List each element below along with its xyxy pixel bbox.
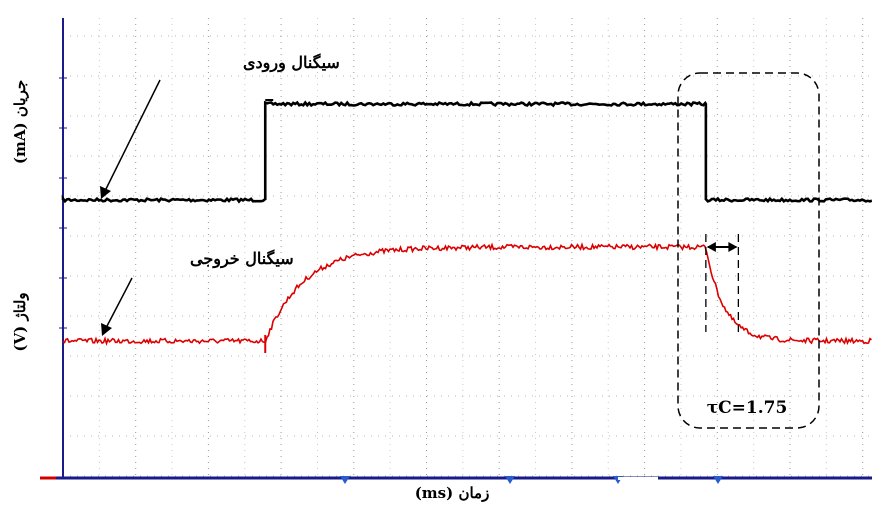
annotations (100, 72, 820, 429)
tau-arrow-head-right (728, 242, 738, 252)
series-line-output (62, 241, 872, 346)
axes (40, 18, 872, 484)
input-pointer-head (100, 186, 111, 199)
dashed-highlight-box (677, 72, 820, 429)
output-pointer-arrow (105, 277, 133, 329)
y-axis-label-bottom: ولتاژ (V) (11, 292, 29, 351)
legend-input-signal: سیگنال ورودی (243, 53, 340, 73)
input-pointer-arrow (104, 79, 161, 192)
x-axis-gap (618, 477, 658, 480)
legend-output-signal: سیگنال خروجی (190, 249, 294, 269)
output-pointer-head (101, 323, 112, 336)
traces (61, 99, 872, 353)
tau-arrow-head-left (706, 242, 716, 252)
time-marker (713, 476, 723, 484)
time-marker (505, 476, 515, 484)
x-axis-label: زمان (ms) (415, 484, 490, 502)
time-marker (340, 476, 350, 484)
series-line-input (61, 100, 872, 204)
y-axis-label-top: جریان (mA) (11, 80, 29, 164)
time-constant-label: τC=1.75 (707, 398, 788, 418)
